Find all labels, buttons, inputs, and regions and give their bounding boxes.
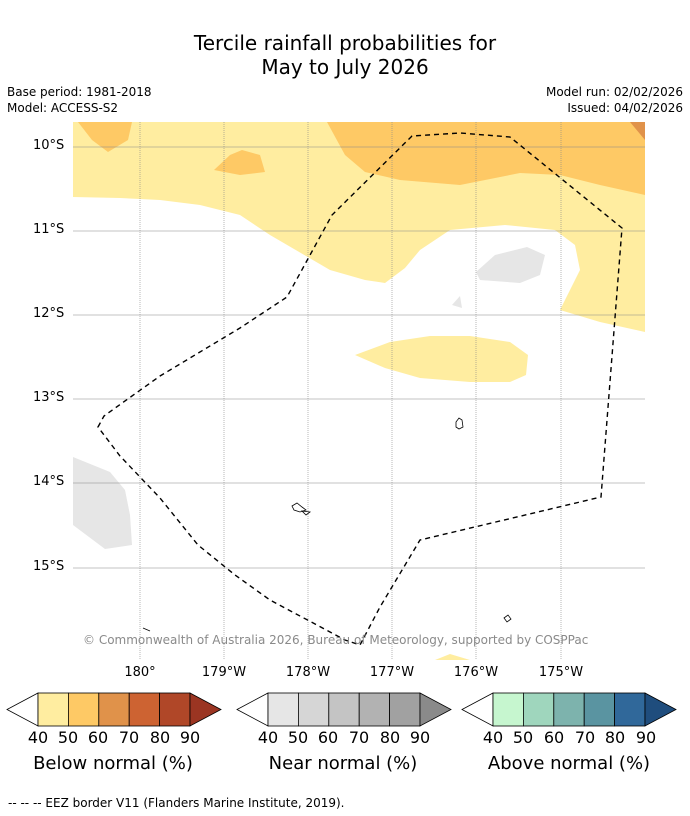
colorbar-below-tick: 40 (27, 728, 49, 747)
colorbar-below-swatch (37, 692, 69, 727)
colorbar-near-title: Near normal (%) (268, 753, 418, 774)
colorbar-near-tick: 80 (379, 728, 401, 747)
colorbar-below-swatch (128, 692, 160, 727)
island-outline (300, 510, 312, 516)
island-outline (503, 614, 512, 623)
colorbar-below-tick: 80 (149, 728, 171, 747)
colorbar-above-tick: 60 (543, 728, 565, 747)
map-title-line2: May to July 2026 (261, 55, 429, 79)
colorbar-above-title: Above normal (%) (487, 753, 651, 774)
colorbar-near-under-triangle (236, 692, 269, 727)
near-normal-patch-small (452, 296, 462, 308)
lat-label: 10°S (33, 138, 65, 153)
colorbar-near-tick: 90 (409, 728, 431, 747)
lat-label: 12°S (33, 306, 65, 321)
colorbar-above-swatch (523, 692, 555, 727)
colorbar-near-swatch (328, 692, 360, 727)
colorbar-above-swatch (614, 692, 646, 727)
issued-date: Issued: 04/02/2026 (567, 101, 683, 115)
colorbar-below-under-triangle (6, 692, 39, 727)
colorbar-below-tick: 50 (57, 728, 79, 747)
colorbar-below-tick: 90 (179, 728, 201, 747)
island-outline (142, 627, 151, 632)
lon-label: 179°W (201, 665, 247, 680)
model-name: Model: ACCESS-S2 (7, 101, 119, 115)
colorbar-near-swatch (297, 692, 330, 727)
island-outline (455, 417, 464, 430)
colorbar-near-tick: 60 (317, 728, 339, 747)
colorbar-near-swatch (389, 692, 421, 727)
colorbar-below-tick: 60 (87, 728, 109, 747)
colorbar-below-over-triangle (189, 692, 222, 727)
colorbar-below-swatch (98, 692, 130, 727)
map-area (73, 122, 645, 660)
below-normal-50-60-nw (78, 122, 132, 152)
colorbar-above-swatch (492, 692, 524, 727)
model-run: Model run: 02/02/2026 (545, 85, 683, 99)
lon-label: 180° (124, 665, 156, 680)
copyright-notice: © Commonwealth of Australia 2026, Bureau… (83, 633, 589, 647)
below-normal-50-60-patch (214, 150, 265, 175)
eez-border (97, 132, 623, 646)
near-normal-patch-west (73, 457, 132, 549)
colorbar-below-swatch (159, 692, 191, 727)
lon-label: 175°W (538, 665, 584, 680)
colorbar-above-tick: 90 (635, 728, 657, 747)
colorbar-above-under-triangle (461, 692, 494, 727)
colorbar-near-over-triangle (419, 692, 452, 727)
lon-label: 178°W (285, 665, 331, 680)
colorbar-near-swatch (358, 692, 391, 727)
colorbar-above-over-triangle (644, 692, 677, 727)
colorbar-above-swatch (553, 692, 585, 727)
colorbar-above-tick: 70 (574, 728, 596, 747)
colorbar-near-tick: 40 (257, 728, 279, 747)
colorbar-above-tick: 80 (604, 728, 626, 747)
lon-label: 177°W (369, 665, 415, 680)
near-normal-patch-east (476, 247, 545, 283)
colorbar-above-tick: 50 (512, 728, 534, 747)
below-normal-60-70-corner (630, 122, 645, 140)
lon-label: 176°W (453, 665, 499, 680)
colorbar-near-tick: 70 (348, 728, 370, 747)
colorbar-near-swatch (267, 692, 299, 727)
lat-label: 15°S (33, 559, 65, 574)
lat-label: 14°S (33, 474, 65, 489)
colorbar-near-tick: 50 (287, 728, 309, 747)
colorbar-below-title: Below normal (%) (33, 753, 193, 774)
below-normal-40-50-blob (355, 336, 528, 382)
below-normal-40-50-small (435, 654, 470, 660)
island-outline (291, 502, 307, 513)
lat-label: 11°S (33, 222, 65, 237)
lat-label: 13°S (33, 390, 65, 405)
base-period: Base period: 1981-2018 (7, 85, 152, 99)
below-normal-50-60-region (327, 122, 645, 195)
colorbar-below-swatch (68, 692, 100, 727)
eez-legend-footer: -- -- -- EEZ border V11 (Flanders Marine… (8, 796, 345, 810)
colorbar-below-tick: 70 (118, 728, 140, 747)
colorbar-above-swatch (583, 692, 616, 727)
map-title-line1: Tercile rainfall probabilities for (193, 31, 497, 55)
colorbar-above-tick: 40 (482, 728, 504, 747)
